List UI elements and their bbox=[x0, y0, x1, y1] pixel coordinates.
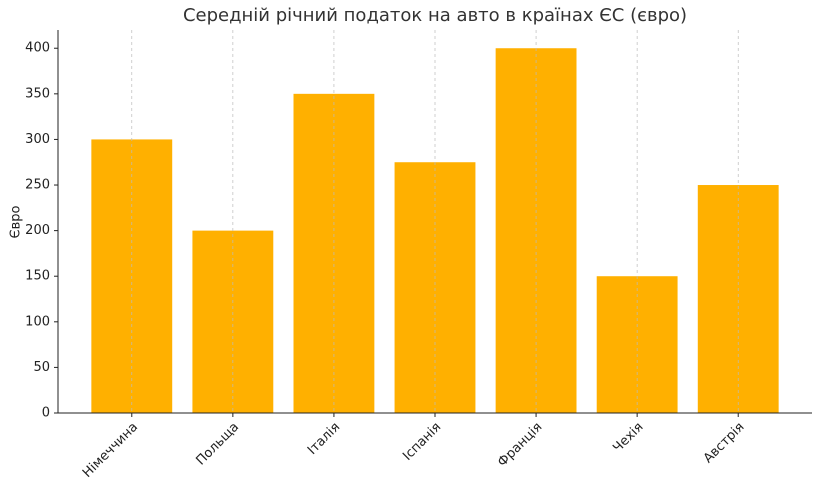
y-tick-label: 0 bbox=[42, 406, 50, 421]
x-tick-label: Іспанія bbox=[400, 420, 444, 464]
x-tick-label: Польща bbox=[193, 420, 242, 469]
y-tick-label: 50 bbox=[33, 360, 50, 375]
y-tick-label: 250 bbox=[25, 178, 50, 193]
chart-title: Середній річний податок на авто в країна… bbox=[183, 5, 687, 26]
x-tick-label: Чехія bbox=[610, 420, 646, 456]
x-tick-label: Франція bbox=[495, 420, 545, 470]
y-axis-label: Євро bbox=[9, 205, 24, 238]
x-tick-label: Австрія bbox=[701, 420, 748, 467]
y-tick-label: 350 bbox=[25, 86, 50, 101]
y-tick-label: 150 bbox=[25, 269, 50, 284]
y-tick-label: 300 bbox=[25, 132, 50, 147]
y-tick-label: 100 bbox=[25, 314, 50, 329]
y-tick-label: 400 bbox=[25, 41, 50, 56]
x-tick-label: Італія bbox=[305, 420, 343, 458]
bar bbox=[192, 230, 274, 413]
x-tick-label: Німеччина bbox=[80, 420, 141, 481]
y-tick-label: 200 bbox=[25, 223, 50, 238]
